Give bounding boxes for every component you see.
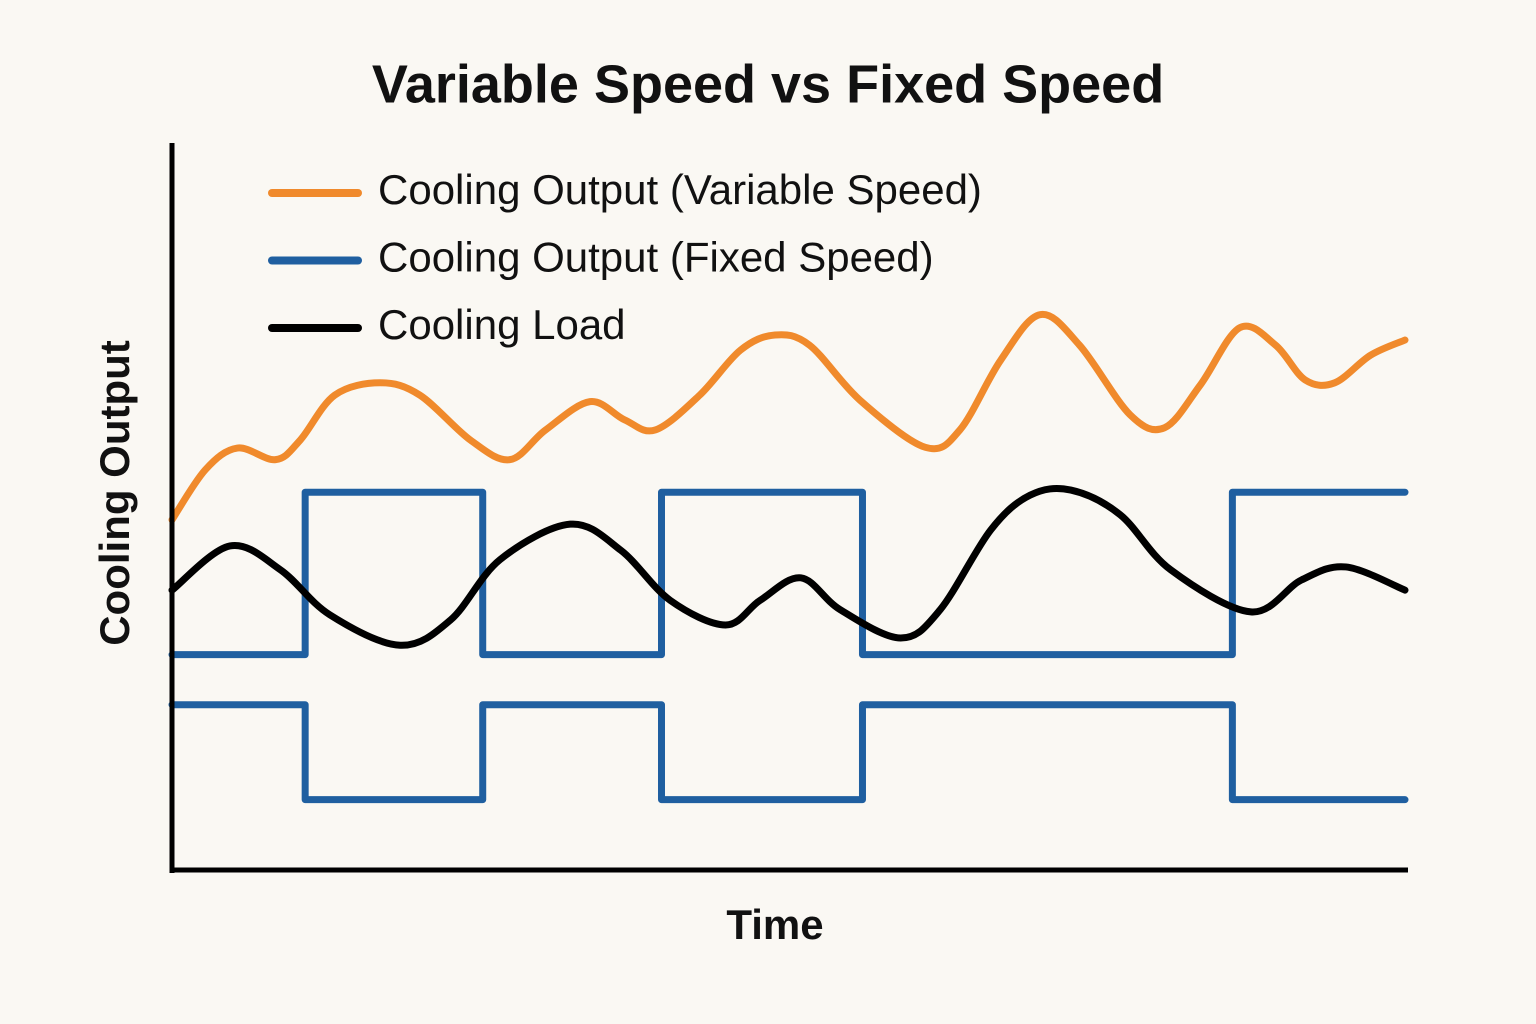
series-line <box>168 488 1409 659</box>
legend: Cooling Output (Variable Speed) Cooling O… <box>268 166 982 348</box>
series-line <box>168 701 1409 804</box>
x-axis-label: Time <box>726 901 823 948</box>
legend-label: Cooling Output (Fixed Speed) <box>378 234 934 281</box>
plot-area <box>168 311 1409 804</box>
series-line <box>168 485 1409 649</box>
legend-label: Cooling Output (Variable Speed) <box>378 166 982 213</box>
y-axis-label: Cooling Output <box>91 340 138 646</box>
chart-title: Variable Speed vs Fixed Speed <box>372 54 1164 114</box>
legend-label: Cooling Load <box>378 301 626 348</box>
series-line <box>168 311 1409 524</box>
